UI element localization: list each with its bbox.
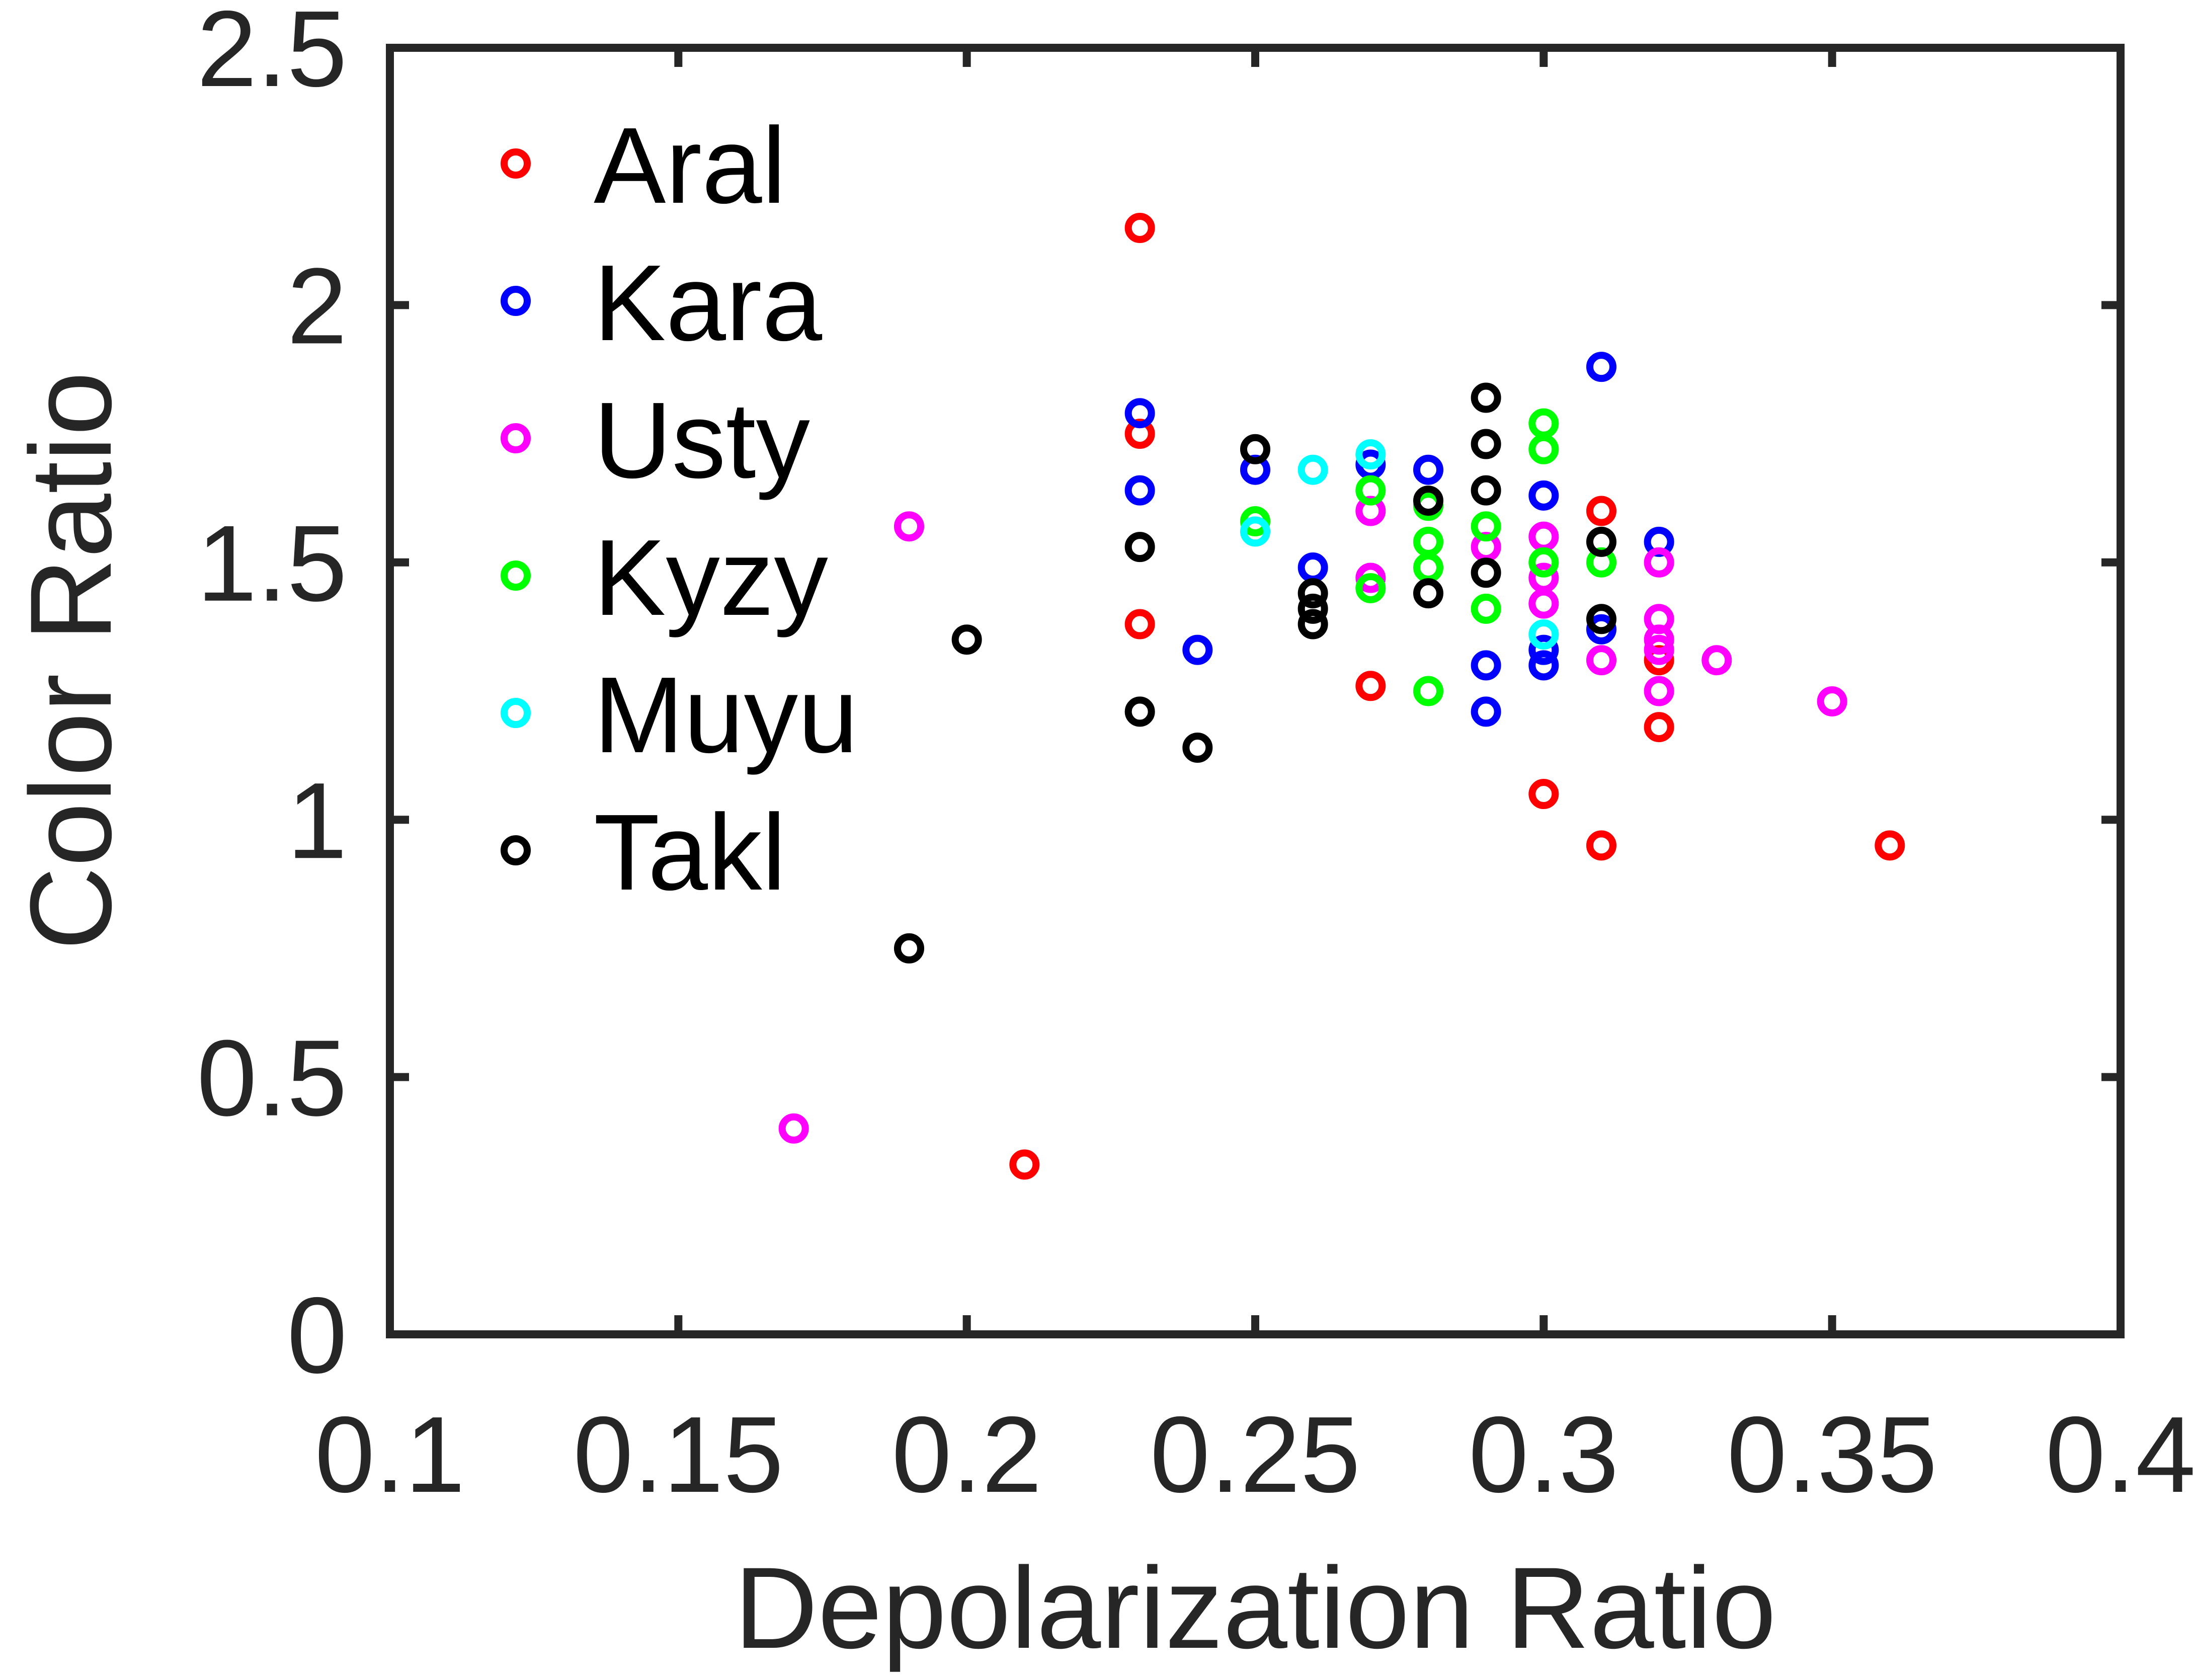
data-point-takl: [1124, 696, 1155, 727]
y-tick-labels: 0 0.5 1 1.5 2 2.5: [197, 0, 347, 1396]
legend-label-usty: Usty: [594, 379, 810, 501]
data-point-aral: [1644, 712, 1674, 743]
legend-marker-takl: [501, 835, 531, 865]
data-point-kara: [1471, 650, 1501, 681]
data-point-kara: [1586, 614, 1616, 645]
data-point-takl: [894, 933, 924, 964]
data-point-kara: [1528, 634, 1559, 665]
data-point-usty: [1644, 634, 1674, 665]
legend-marker-kyzy: [501, 561, 531, 591]
data-point-kyzy: [1471, 593, 1501, 624]
legend-marker-usty: [501, 423, 531, 453]
data-point-kyzy: [1528, 408, 1559, 439]
data-point-kara: [1586, 352, 1616, 382]
data-point-takl: [1471, 557, 1501, 588]
y-tick-label: 2.5: [197, 0, 347, 109]
legend-marker-aral: [501, 148, 531, 179]
legend-marker-kara: [501, 286, 531, 316]
data-point-aral: [1586, 496, 1616, 526]
legend-label-kara: Kara: [594, 242, 823, 363]
data-point-kara: [1124, 398, 1155, 429]
data-point-aral: [1355, 671, 1386, 701]
y-tick-label: 2: [287, 245, 347, 366]
data-point-usty: [1644, 547, 1674, 578]
data-point-kara: [1471, 696, 1501, 727]
data-point-usty: [1586, 645, 1616, 676]
data-point-muyu: [1240, 516, 1270, 547]
data-point-usty: [1701, 645, 1732, 676]
y-tick-label: 0: [287, 1274, 347, 1396]
data-point-kara: [1182, 634, 1213, 665]
data-marks: [778, 212, 1905, 1180]
data-point-takl: [1182, 733, 1213, 763]
legend: Aral Kara Usty Kyzy Muyu Takl: [501, 105, 858, 913]
axis-ticks: [386, 44, 2125, 1338]
legend-label-muyu: Muyu: [594, 654, 858, 775]
data-point-usty: [1817, 686, 1847, 716]
data-point-aral: [1124, 212, 1155, 243]
y-tick-label: 0.5: [197, 1017, 347, 1139]
y-axis-label: Color Ratio: [6, 371, 135, 950]
data-point-kara: [1124, 475, 1155, 506]
data-point-usty: [1355, 563, 1386, 593]
data-point-kyzy: [1355, 475, 1386, 506]
data-point-takl: [1413, 486, 1443, 516]
data-point-kyzy: [1471, 511, 1501, 542]
data-point-usty: [1644, 676, 1674, 706]
data-point-takl: [1471, 475, 1501, 506]
data-point-takl: [951, 624, 982, 655]
data-point-takl: [1586, 604, 1616, 634]
data-point-takl: [1240, 434, 1270, 464]
legend-label-aral: Aral: [594, 105, 786, 226]
data-point-takl: [1471, 382, 1501, 413]
x-tick-label: 0.3: [1469, 1394, 1619, 1515]
x-tick-label: 0.2: [891, 1394, 1042, 1515]
data-point-usty: [1528, 521, 1559, 552]
data-point-usty: [1528, 588, 1559, 619]
data-point-kyzy: [1413, 676, 1443, 706]
y-tick-label: 1.5: [197, 503, 347, 624]
data-point-aral: [1528, 779, 1559, 810]
data-point-takl: [1124, 532, 1155, 563]
data-point-muyu: [1297, 454, 1328, 485]
data-point-aral: [1009, 1149, 1040, 1180]
x-tick-label: 0.4: [2046, 1394, 2193, 1515]
data-point-kyzy: [1413, 526, 1443, 557]
legend-label-takl: Takl: [594, 791, 786, 913]
data-point-takl: [1413, 578, 1443, 609]
data-point-takl: [1297, 578, 1328, 609]
data-point-takl: [1586, 526, 1616, 557]
data-point-usty: [1644, 624, 1674, 655]
x-tick-labels: 0.1 0.15 0.2 0.25 0.3 0.35 0.4: [315, 1394, 2193, 1515]
data-point-usty: [778, 1113, 809, 1144]
data-point-kara: [1528, 480, 1559, 511]
data-point-takl: [1471, 429, 1501, 459]
data-point-kyzy: [1355, 573, 1386, 603]
data-point-aral: [1586, 830, 1616, 861]
x-tick-label: 0.25: [1150, 1394, 1360, 1515]
data-point-muyu: [1528, 619, 1559, 650]
y-tick-label: 1: [287, 760, 347, 881]
x-axis-label: Depolarization Ratio: [734, 1543, 1776, 1672]
data-point-usty: [894, 511, 924, 542]
data-point-kara: [1413, 454, 1443, 485]
data-point-kara: [1297, 552, 1328, 583]
data-point-kara: [1528, 650, 1559, 681]
data-point-kyzy: [1413, 552, 1443, 583]
legend-marker-muyu: [501, 698, 531, 728]
data-point-kyzy: [1240, 506, 1270, 536]
data-point-takl: [1297, 593, 1328, 624]
x-tick-label: 0.35: [1727, 1394, 1937, 1515]
x-tick-label: 0.15: [573, 1394, 783, 1515]
legend-label-kyzy: Kyzy: [594, 517, 828, 638]
data-point-aral: [1875, 830, 1905, 861]
data-point-kyzy: [1528, 547, 1559, 578]
data-point-muyu: [1355, 439, 1386, 470]
data-point-takl: [1297, 609, 1328, 639]
data-point-aral: [1124, 609, 1155, 639]
x-tick-label: 0.1: [315, 1394, 465, 1515]
data-point-kyzy: [1528, 434, 1559, 464]
